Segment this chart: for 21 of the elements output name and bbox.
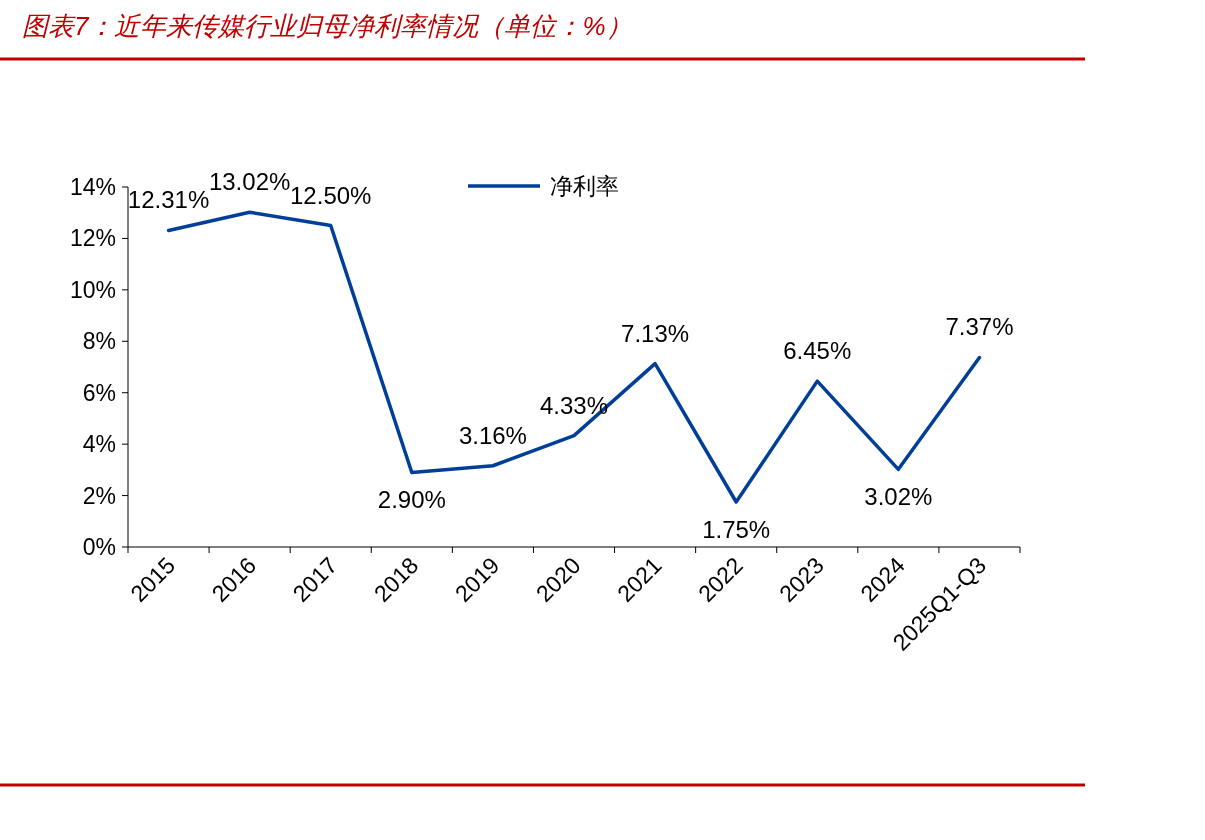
y-tick-label: 4%: [82, 431, 116, 458]
y-tick-label: 0%: [82, 534, 116, 560]
y-tick-label: 10%: [69, 276, 116, 303]
data-label: 1.75%: [702, 516, 771, 543]
y-tick-label: 12%: [69, 225, 116, 252]
data-label: 3.16%: [458, 421, 527, 449]
y-tick-label: 8%: [82, 328, 116, 355]
data-label: 13.02%: [208, 168, 291, 196]
data-label: 12.50%: [290, 181, 372, 209]
data-label: 7.13%: [621, 319, 690, 347]
y-tick-label: 14%: [69, 174, 116, 200]
data-label: 3.02%: [864, 483, 933, 511]
data-label: 6.45%: [783, 337, 852, 365]
data-label: 12.31%: [127, 186, 210, 214]
data-label: 4.33%: [539, 391, 609, 419]
title: 图表7：近年来传媒行业归母净利率情况（单位：%）: [22, 11, 632, 41]
y-tick-label: 6%: [82, 379, 116, 406]
y-tick-label: 2%: [82, 482, 116, 509]
data-label: 2.90%: [377, 486, 446, 514]
legend-label: 净利率: [550, 173, 619, 199]
data-label: 7.37%: [945, 313, 1014, 341]
